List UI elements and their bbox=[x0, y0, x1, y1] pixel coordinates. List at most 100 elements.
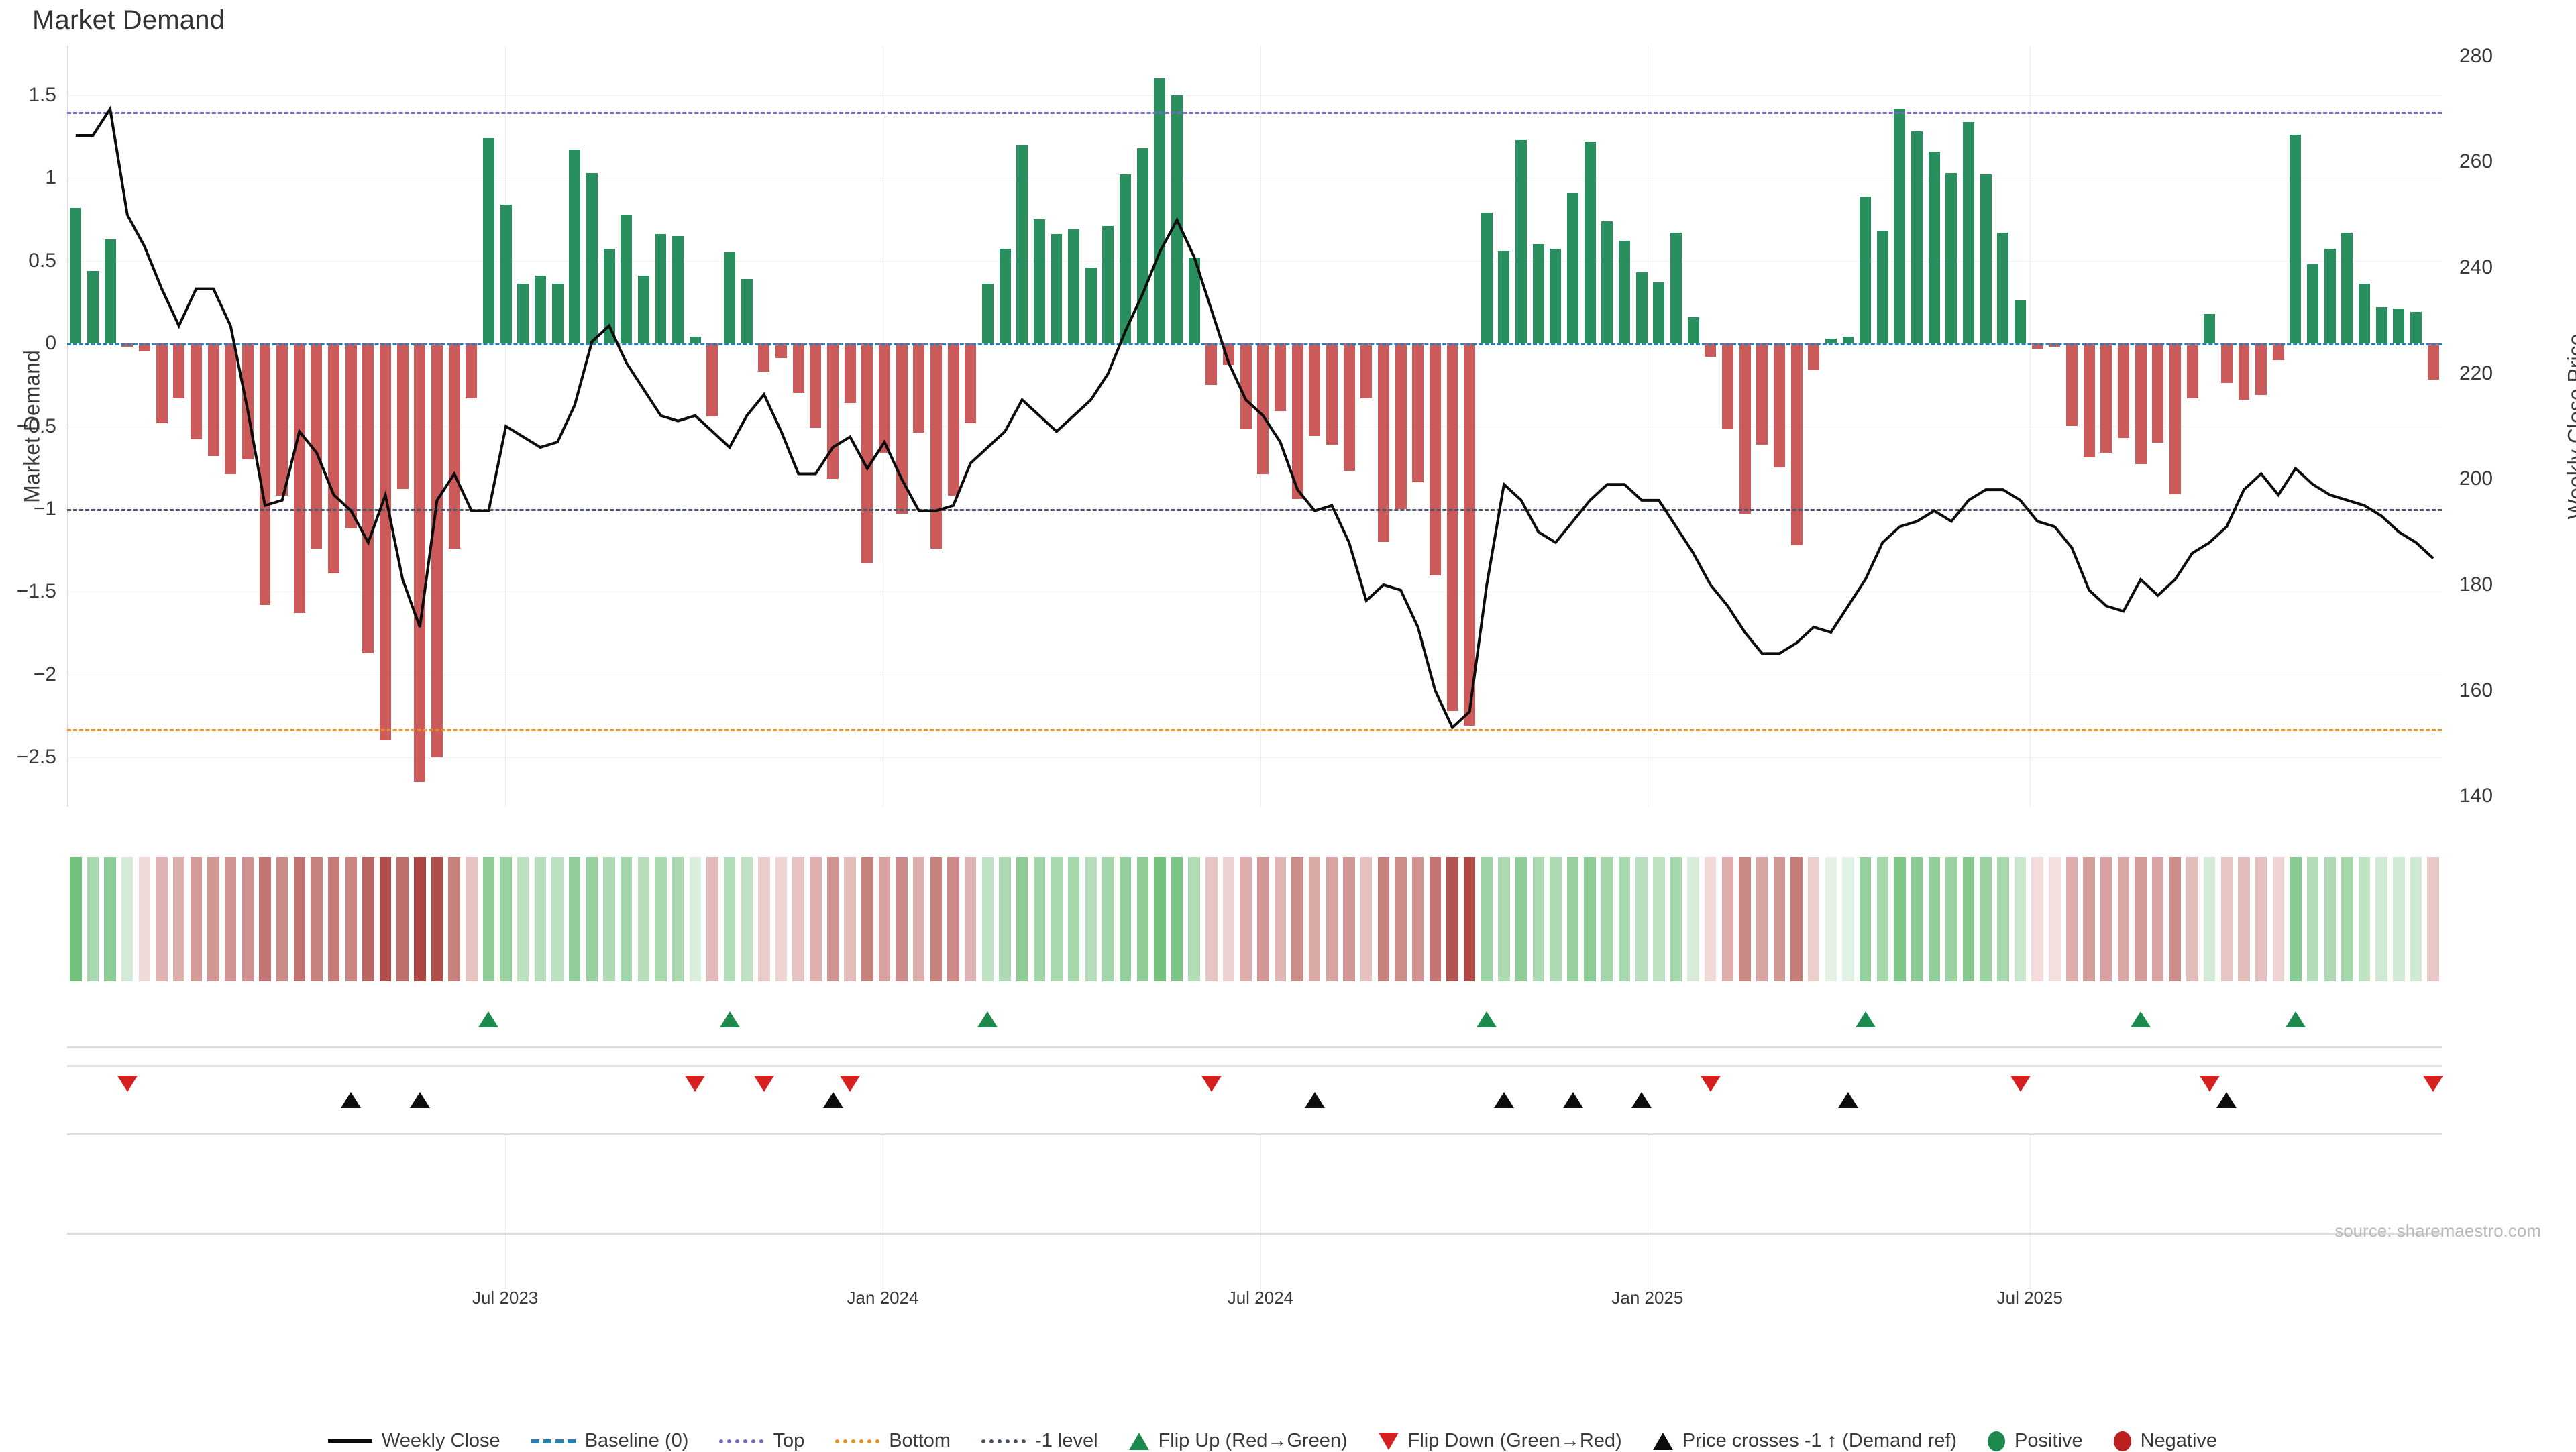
heat-cell-negative bbox=[311, 857, 322, 981]
heat-cell-positive bbox=[2359, 857, 2370, 981]
heat-cell-positive bbox=[690, 857, 701, 981]
right-y-tick-label: 200 bbox=[2459, 467, 2493, 490]
heat-cell-positive bbox=[603, 857, 614, 981]
legend-item-baseline[interactable]: Baseline (0) bbox=[531, 1430, 689, 1452]
heat-cell-negative bbox=[156, 857, 167, 981]
heat-cell-negative bbox=[1223, 857, 1234, 981]
flip-up-marker bbox=[2131, 1011, 2151, 1027]
legend-item-weekly-close[interactable]: Weekly Close bbox=[328, 1430, 500, 1452]
legend-item-flip-down[interactable]: Flip Down (Green→Red) bbox=[1379, 1430, 1622, 1452]
legend-item-price-crosses[interactable]: Price crosses -1 ↑ (Demand ref) bbox=[1653, 1430, 1957, 1452]
legend-label: Top bbox=[773, 1430, 804, 1452]
heat-cell-positive bbox=[1154, 857, 1165, 981]
heat-cell-positive bbox=[1188, 857, 1199, 981]
price-cross-marker bbox=[341, 1092, 361, 1108]
heat-cell-negative bbox=[1205, 857, 1217, 981]
chart-legend: Weekly Close Baseline (0) Top Bottom -1 leve… bbox=[0, 1430, 2576, 1452]
heat-cell-negative bbox=[706, 857, 718, 981]
heat-cell-positive bbox=[1911, 857, 1923, 981]
heat-cell-positive bbox=[1670, 857, 1682, 981]
heat-cell-positive bbox=[121, 857, 133, 981]
heat-cell-positive bbox=[1980, 857, 1991, 981]
right-axis-label: Weekly Close Price bbox=[2564, 333, 2576, 519]
heat-cell-negative bbox=[1275, 857, 1286, 981]
heat-cell-negative bbox=[896, 857, 907, 981]
heat-cell-positive bbox=[1481, 857, 1493, 981]
heat-cell-negative bbox=[2221, 857, 2233, 981]
heat-cell-negative bbox=[294, 857, 305, 981]
heat-cell-positive bbox=[2375, 857, 2387, 981]
heat-cell-negative bbox=[1464, 857, 1475, 981]
flip-down-marker bbox=[685, 1076, 705, 1092]
heat-cell-positive bbox=[1687, 857, 1699, 981]
heat-cell-negative bbox=[2066, 857, 2078, 981]
heat-cell-positive bbox=[535, 857, 546, 981]
heat-cell-negative bbox=[259, 857, 270, 981]
heat-cell-positive bbox=[1860, 857, 1871, 981]
legend-item-minus-1-level[interactable]: -1 level bbox=[981, 1430, 1098, 1452]
heat-cell-negative bbox=[1309, 857, 1320, 981]
heat-cell-positive bbox=[1068, 857, 1079, 981]
legend-item-top[interactable]: Top bbox=[719, 1430, 804, 1452]
heat-cell-negative bbox=[1291, 857, 1303, 981]
x-tick-label: Jul 2024 bbox=[1228, 1288, 1293, 1308]
heat-cell-positive bbox=[1085, 857, 1097, 981]
heat-cell-positive bbox=[2290, 857, 2301, 981]
legend-item-flip-up[interactable]: Flip Up (Red→Green) bbox=[1129, 1430, 1348, 1452]
legend-label: Baseline (0) bbox=[585, 1430, 689, 1452]
price-cross-marker bbox=[1631, 1092, 1652, 1108]
heat-cell-positive bbox=[2410, 857, 2422, 981]
x-tick-label: Jul 2025 bbox=[1997, 1288, 2063, 1308]
right-y-tick-label: 180 bbox=[2459, 573, 2493, 596]
x-tick-line bbox=[1260, 1135, 1261, 1302]
heat-cell-negative bbox=[1774, 857, 1785, 981]
heat-cell-negative bbox=[879, 857, 890, 981]
legend-swatch-top-icon bbox=[719, 1439, 763, 1443]
heat-cell-positive bbox=[2307, 857, 2318, 981]
heat-cell-negative bbox=[2100, 857, 2112, 981]
legend-item-positive[interactable]: Positive bbox=[1988, 1430, 2083, 1452]
heat-cell-positive bbox=[724, 857, 735, 981]
heat-cell-positive bbox=[483, 857, 494, 981]
flip-down-marker bbox=[840, 1076, 860, 1092]
heat-cell-negative bbox=[913, 857, 924, 981]
heat-cell-negative bbox=[328, 857, 339, 981]
heat-cell-negative bbox=[965, 857, 976, 981]
legend-item-bottom[interactable]: Bottom bbox=[835, 1430, 951, 1452]
heat-cell-negative bbox=[947, 857, 959, 981]
legend-swatch-negative-icon bbox=[2114, 1431, 2131, 1451]
legend-swatch-flip-up-icon bbox=[1129, 1433, 1149, 1450]
heat-cell-negative bbox=[1756, 857, 1768, 981]
x-tick-label: Jan 2024 bbox=[847, 1288, 918, 1308]
heat-cell-positive bbox=[1653, 857, 1664, 981]
legend-swatch-price-crosses-icon bbox=[1653, 1433, 1673, 1450]
price-cross-marker bbox=[2216, 1092, 2237, 1108]
heat-cell-positive bbox=[999, 857, 1010, 981]
heat-cell-positive bbox=[104, 857, 115, 981]
heat-cell-negative bbox=[1790, 857, 1802, 981]
right-y-tick-label: 140 bbox=[2459, 785, 2493, 807]
heat-cell-positive bbox=[1601, 857, 1613, 981]
x-tick-line bbox=[505, 1135, 506, 1302]
heat-cell-negative bbox=[1808, 857, 1819, 981]
legend-swatch-minus-1-level-icon bbox=[981, 1439, 1026, 1443]
heat-cell-negative bbox=[810, 857, 821, 981]
flip-up-marker-row bbox=[67, 1046, 2442, 1047]
right-y-tick-label: 260 bbox=[2459, 150, 2493, 173]
heat-cell-negative bbox=[466, 857, 477, 981]
heat-cell-negative bbox=[1360, 857, 1372, 981]
heat-cell-positive bbox=[1997, 857, 2008, 981]
heat-cell-negative bbox=[2427, 857, 2438, 981]
flip-up-marker bbox=[1856, 1011, 1876, 1027]
heat-cell-positive bbox=[1016, 857, 1028, 981]
heat-cell-positive bbox=[1877, 857, 1888, 981]
weekly-close-polyline bbox=[76, 109, 2433, 728]
y-tick-label: −2.5 bbox=[17, 746, 56, 769]
flip-down-marker bbox=[117, 1076, 138, 1092]
legend-item-negative[interactable]: Negative bbox=[2114, 1430, 2217, 1452]
heat-cell-negative bbox=[242, 857, 254, 981]
heat-cell-positive bbox=[672, 857, 684, 981]
legend-swatch-positive-icon bbox=[1988, 1431, 2005, 1451]
x-tick-line bbox=[2030, 1135, 2031, 1302]
